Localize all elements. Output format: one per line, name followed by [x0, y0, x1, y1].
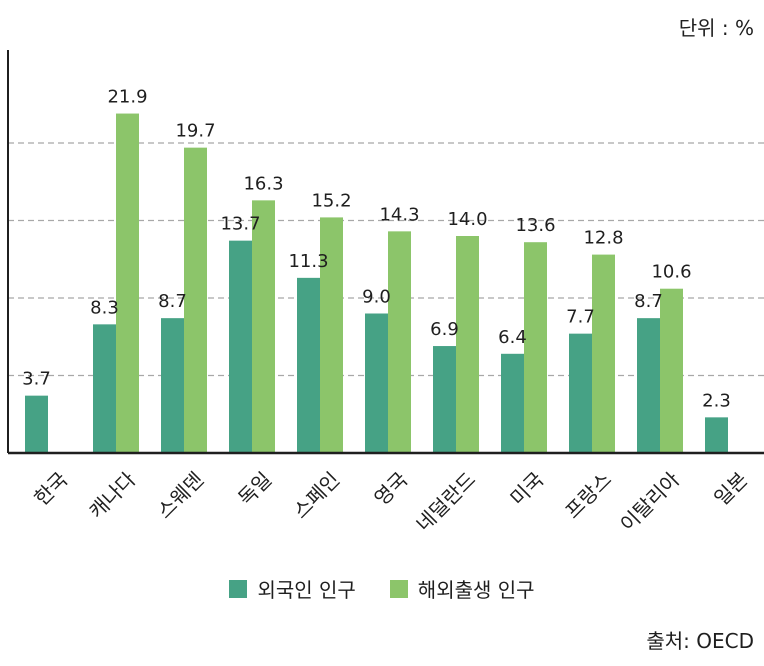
bar-foreign-9 — [637, 318, 660, 453]
bar-foreign-born-1 — [116, 113, 139, 454]
category-label-7: 미국 — [505, 467, 548, 510]
value-label-foreign-1: 8.3 — [90, 297, 119, 318]
bar-foreign-7 — [501, 353, 524, 453]
value-label-foreign-3: 13.7 — [220, 214, 260, 235]
category-label-2: 스웨덴 — [152, 467, 208, 523]
category-label-1: 캐나다 — [84, 467, 140, 523]
value-label-foreign-8: 7.7 — [566, 307, 595, 328]
legend-label-foreign: 외국인 인구 — [257, 578, 356, 602]
value-label-foreign-born-8: 12.8 — [583, 228, 623, 249]
category-label-10: 일본 — [709, 467, 752, 510]
value-label-foreign-5: 9.0 — [362, 287, 391, 308]
value-label-foreign-born-3: 16.3 — [243, 173, 283, 194]
category-label-8: 프랑스 — [560, 467, 616, 523]
value-label-foreign-born-6: 14.0 — [447, 209, 487, 230]
value-labels: 3.7 8.3 21.9 8.7 19.7 13.7 16.3 11.3 15.2 9.0 14.3… — [22, 87, 731, 412]
bar-foreign-1 — [93, 324, 116, 453]
legend-swatch-foreign — [229, 579, 248, 598]
bar-foreign-2 — [161, 318, 184, 453]
value-label-foreign-10: 2.3 — [702, 390, 731, 411]
bar-foreign-born-3 — [252, 200, 275, 453]
category-label-5: 영국 — [369, 467, 412, 510]
bar-foreign-born-6 — [456, 236, 479, 453]
value-label-foreign-born-7: 13.6 — [515, 215, 555, 236]
value-label-foreign-7: 6.4 — [498, 327, 527, 348]
value-label-foreign-born-2: 19.7 — [175, 121, 215, 142]
category-label-9: 이탈리아 — [615, 467, 684, 536]
bar-foreign-5 — [365, 313, 388, 453]
bar-foreign-8 — [569, 333, 592, 453]
legend-swatch-foreign-born — [389, 579, 408, 598]
bar-foreign-0 — [25, 395, 48, 453]
legend-label-foreign-born: 해외출생 인구 — [417, 578, 535, 602]
category-label-6: 네덜란드 — [411, 467, 480, 536]
unit-label: 단위 : % — [678, 16, 754, 40]
bar-foreign-born-5 — [388, 231, 411, 453]
bar-foreign-born-4 — [320, 217, 343, 453]
source-label: 출처: OECD — [646, 629, 754, 653]
category-label-3: 독일 — [233, 467, 276, 510]
category-label-0: 한국 — [29, 467, 72, 510]
bar-foreign-4 — [297, 277, 320, 453]
value-label-foreign-born-4: 15.2 — [311, 190, 351, 211]
bar-chart: 3.7 8.3 21.9 8.7 19.7 13.7 16.3 11.3 15.2 9.0 14.3… — [7, 50, 764, 536]
legend: 외국인 인구 해외출생 인구 — [0, 574, 764, 603]
value-label-foreign-2: 8.7 — [158, 291, 187, 312]
value-label-foreign-0: 3.7 — [22, 369, 51, 390]
value-label-foreign-6: 6.9 — [430, 319, 459, 340]
legend-item-foreign-born: 해외출생 인구 — [389, 574, 535, 603]
value-label-foreign-born-1: 21.9 — [107, 87, 147, 108]
legend-item-foreign: 외국인 인구 — [229, 574, 356, 603]
bar-foreign-6 — [433, 346, 456, 453]
axes — [7, 50, 764, 455]
value-label-foreign-9: 8.7 — [634, 291, 663, 312]
value-label-foreign-born-5: 14.3 — [379, 204, 419, 225]
value-label-foreign-4: 11.3 — [288, 251, 328, 272]
bar-foreign-10 — [705, 417, 728, 453]
bar-foreign-born-9 — [660, 288, 683, 453]
bar-foreign-3 — [229, 240, 252, 453]
value-label-foreign-born-9: 10.6 — [651, 262, 691, 283]
bar-foreign-born-8 — [592, 254, 615, 453]
category-label-4: 스페인 — [288, 467, 344, 523]
bars — [25, 113, 728, 454]
bar-foreign-born-7 — [524, 242, 547, 453]
bar-foreign-born-2 — [184, 147, 207, 453]
